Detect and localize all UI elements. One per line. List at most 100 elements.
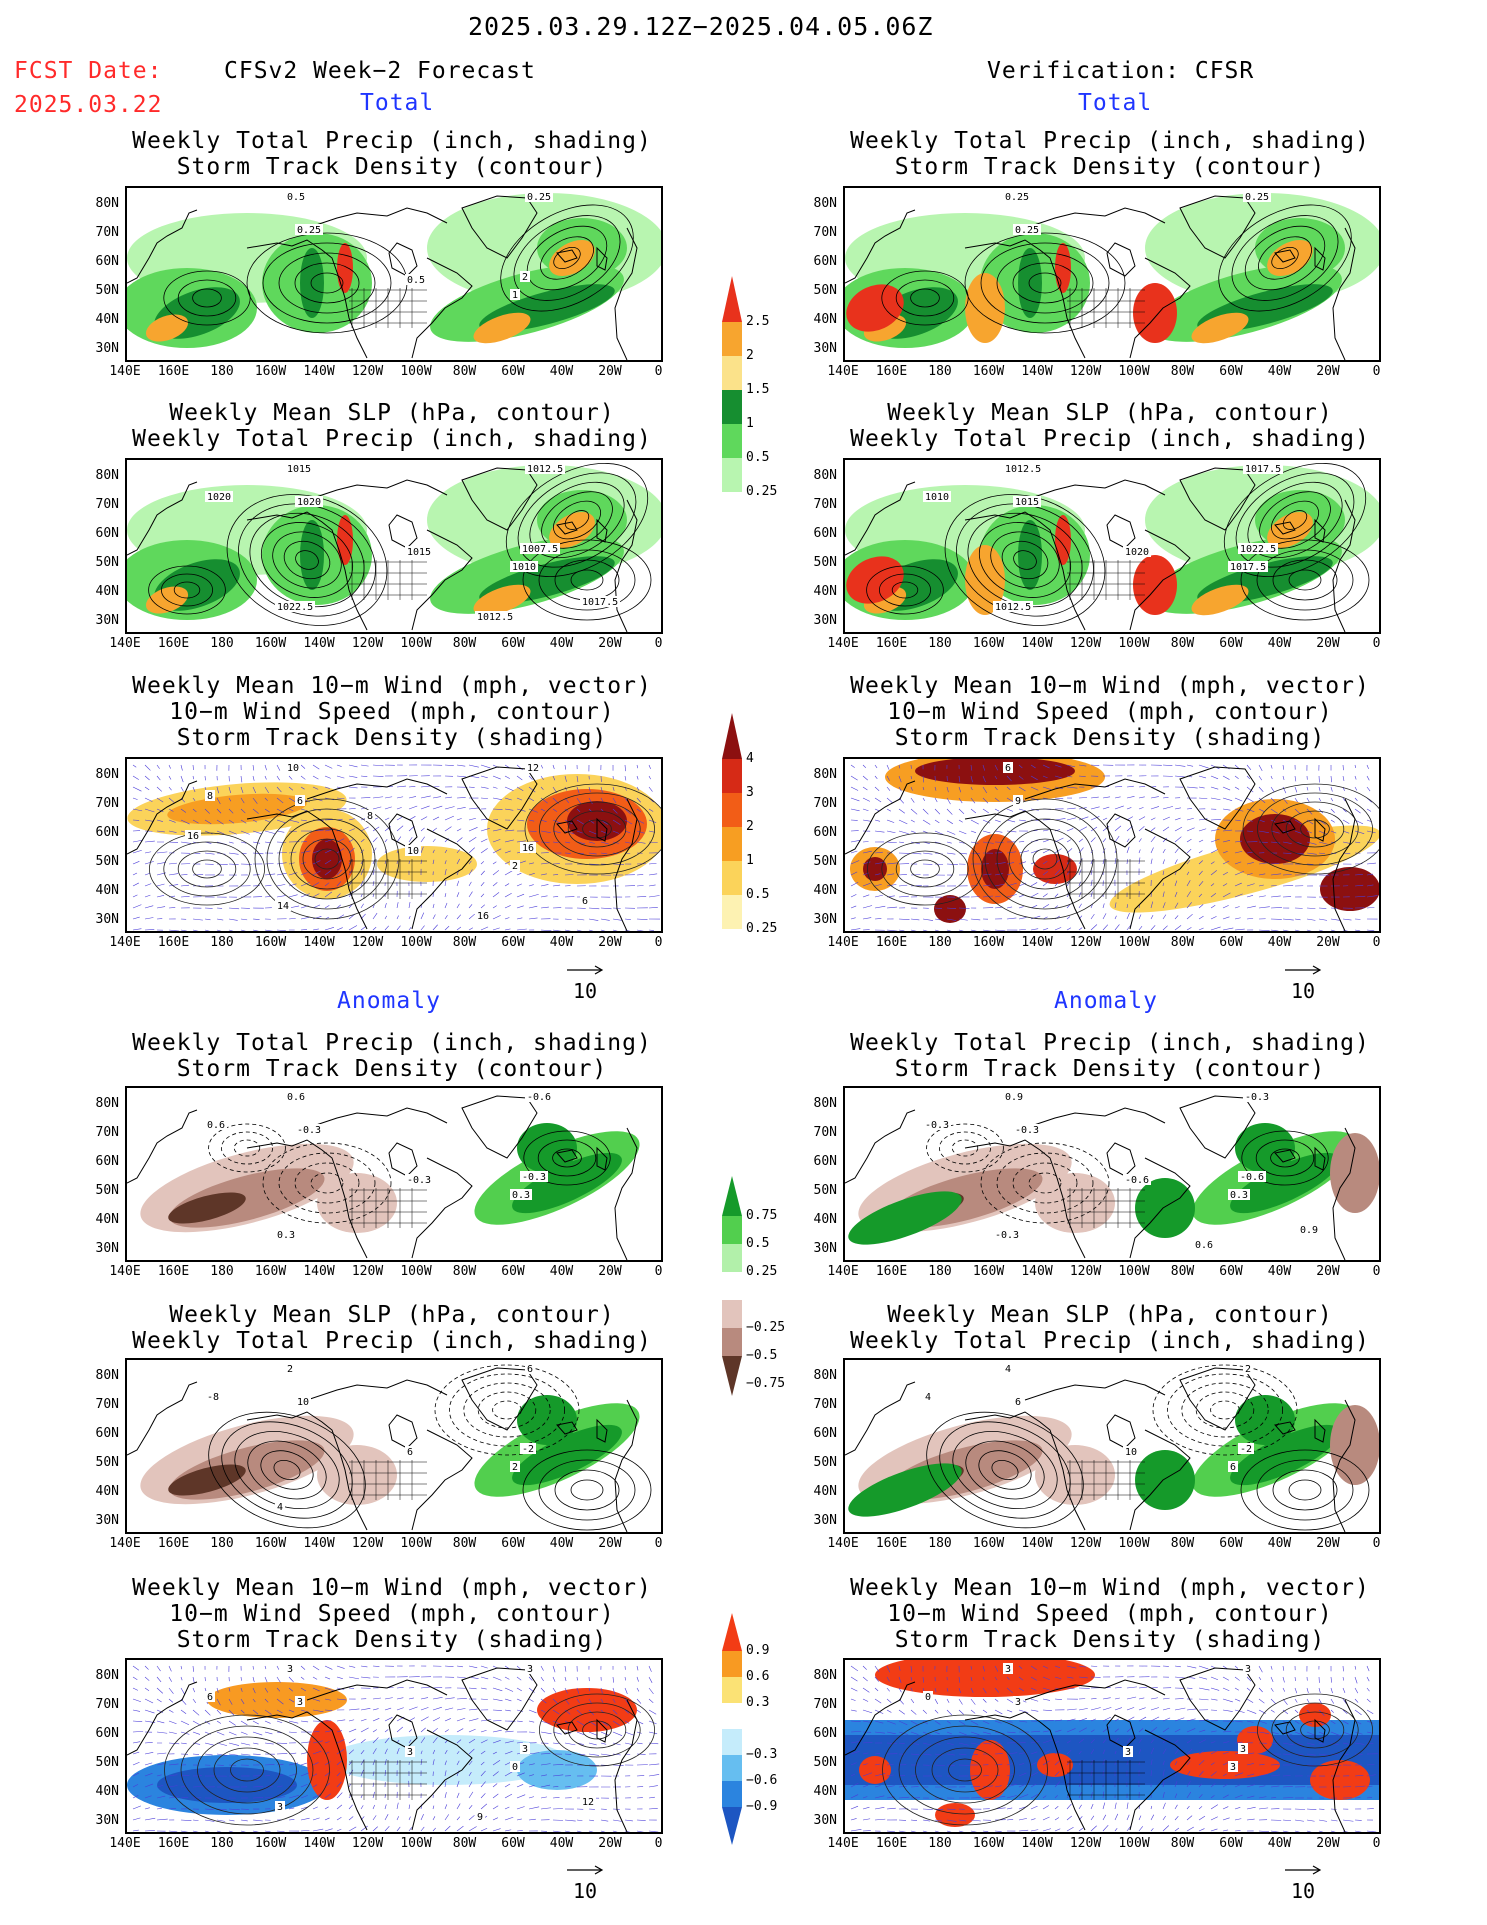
contour-label: 4 xyxy=(275,1501,285,1513)
lon-tick-label: 160E xyxy=(875,1836,908,1851)
colorbar-precip-total: 2.5 2 1.5 1 0.5 0.25 xyxy=(720,268,777,516)
lat-tick-label: 30N xyxy=(813,1513,837,1528)
colorbar-tick-label: −0.3 xyxy=(746,1747,778,1762)
contour-label: 1022.5 xyxy=(1238,543,1278,555)
svg-text:12: 12 xyxy=(582,1797,594,1808)
lon-tick-label: 160E xyxy=(157,1264,190,1279)
svg-text:3: 3 xyxy=(297,1697,303,1708)
lon-tick-label: 80W xyxy=(452,935,477,950)
lon-tick-label: 140W xyxy=(303,636,335,651)
lon-tick-label: 140E xyxy=(109,364,141,379)
lat-tick-label: 80N xyxy=(95,1096,119,1111)
lat-tick-label: 30N xyxy=(813,912,837,927)
contour-label: 6 xyxy=(525,1363,535,1375)
svg-text:10: 10 xyxy=(297,1397,309,1408)
colorbar-swatch xyxy=(722,759,742,793)
lat-tick-label: 70N xyxy=(95,225,119,240)
lon-tick-label: 40W xyxy=(1267,636,1292,651)
vector-reference: 10 xyxy=(560,1860,610,1903)
svg-text:2: 2 xyxy=(512,861,518,872)
colorbar-swatch xyxy=(722,827,742,861)
contour-label: 0.9 xyxy=(1298,1224,1320,1236)
lon-tick-label: 80W xyxy=(1170,1836,1195,1851)
lat-tick-label: 70N xyxy=(813,497,837,512)
svg-text:1012.5: 1012.5 xyxy=(527,464,563,475)
lon-tick-label: 140E xyxy=(827,935,859,950)
lat-tick-label: 80N xyxy=(813,196,837,211)
lat-tick-label: 50N xyxy=(813,1755,837,1770)
svg-text:9: 9 xyxy=(1015,796,1021,807)
svg-text:0: 0 xyxy=(512,1762,518,1773)
lat-tick-label: 50N xyxy=(813,1455,837,1470)
contour-label: 12 xyxy=(525,762,541,774)
lon-tick-label: 60W xyxy=(1219,636,1243,651)
lon-tick-label: 140W xyxy=(303,1264,335,1279)
lon-tick-label: 20W xyxy=(1316,636,1340,651)
contour-label: 3 xyxy=(520,1743,530,1755)
map-slp-precip-verification-anomaly: 4 6 2 10 6 -2 4 xyxy=(843,1358,1381,1534)
lat-tick-label: 40N xyxy=(95,1212,119,1227)
svg-text:1012.5: 1012.5 xyxy=(1005,464,1041,475)
svg-text:-0.3: -0.3 xyxy=(407,1175,431,1186)
panel-title: Weekly Mean SLP (hPa, contour) Weekly Tot… xyxy=(132,400,652,452)
svg-text:0.25: 0.25 xyxy=(1015,225,1039,236)
contour-label: 3 xyxy=(405,1746,415,1758)
lon-tick-label: 40W xyxy=(1267,1836,1292,1851)
lon-tick-label: 100W xyxy=(1118,1836,1150,1851)
lon-tick-label: 60W xyxy=(1219,1536,1243,1551)
lat-tick-label: 30N xyxy=(95,613,119,628)
lon-tick-label: 140E xyxy=(827,364,859,379)
lon-tick-label: 0 xyxy=(1372,935,1381,950)
svg-text:3: 3 xyxy=(1240,1744,1246,1755)
lat-tick-label: 50N xyxy=(813,283,837,298)
contour-label: 16 xyxy=(185,830,201,842)
svg-text:0.5: 0.5 xyxy=(407,275,425,286)
colorbar-tick-label: −0.9 xyxy=(746,1799,778,1814)
lon-tick-label: 0 xyxy=(654,636,663,651)
colorbar-swatch xyxy=(722,390,742,424)
panel-title: Weekly Total Precip (inch, shading) Storm… xyxy=(132,128,652,180)
lon-tick-label: 60W xyxy=(1219,364,1243,379)
contour-label: 1015 xyxy=(1013,496,1041,508)
contour-label: 6 xyxy=(580,895,590,907)
svg-text:0.3: 0.3 xyxy=(1230,1190,1248,1201)
svg-text:3: 3 xyxy=(1015,1697,1021,1708)
colorbar-swatch xyxy=(722,793,742,827)
lon-tick-label: 20W xyxy=(1316,1264,1340,1279)
lon-tick-label: 100W xyxy=(400,364,432,379)
lon-tick-label: 20W xyxy=(1316,364,1340,379)
lon-tick-label: 160W xyxy=(972,1264,1005,1279)
lon-tick-label: 140W xyxy=(303,1836,335,1851)
contour-label: 1012.5 xyxy=(525,463,565,475)
lon-tick-label: 100W xyxy=(1118,636,1150,651)
panel-title: Weekly Mean 10−m Wind (mph, vector) 10−m … xyxy=(850,1575,1370,1653)
svg-text:14: 14 xyxy=(277,901,289,912)
lon-tick-label: 160W xyxy=(254,1836,287,1851)
svg-text:16: 16 xyxy=(522,843,534,854)
lat-tick-label: 50N xyxy=(95,555,119,570)
lon-tick-label: 80W xyxy=(1170,636,1195,651)
contour-label: 0 xyxy=(510,1761,520,1773)
svg-text:1020: 1020 xyxy=(207,492,231,503)
lon-tick-label: 140E xyxy=(827,636,859,651)
colorbar-tick-label: −0.75 xyxy=(746,1376,786,1391)
lon-tick-label: 160E xyxy=(875,364,908,379)
lat-tick-label: 30N xyxy=(813,1241,837,1256)
contour-label: 0.25 xyxy=(525,191,553,203)
lat-tick-label: 40N xyxy=(813,1784,837,1799)
svg-text:1022.5: 1022.5 xyxy=(1240,544,1276,555)
lon-tick-label: 40W xyxy=(549,1264,574,1279)
svg-text:-0.6: -0.6 xyxy=(1240,1172,1264,1183)
lon-tick-label: 120W xyxy=(1069,1536,1102,1551)
lat-tick-label: 60N xyxy=(813,526,837,541)
lon-tick-label: 140E xyxy=(109,1836,141,1851)
svg-text:6: 6 xyxy=(1230,1462,1236,1473)
svg-text:3: 3 xyxy=(287,1664,293,1675)
contour-label: 0.25 xyxy=(1243,191,1271,203)
contour-label: 1020 xyxy=(1123,546,1151,558)
panel-title: Weekly Mean SLP (hPa, contour) Weekly Tot… xyxy=(132,1302,652,1354)
lat-tick-label: 60N xyxy=(813,254,837,269)
svg-text:1012.5: 1012.5 xyxy=(477,612,513,623)
svg-text:2: 2 xyxy=(522,272,528,283)
lon-tick-label: 160E xyxy=(875,1536,908,1551)
